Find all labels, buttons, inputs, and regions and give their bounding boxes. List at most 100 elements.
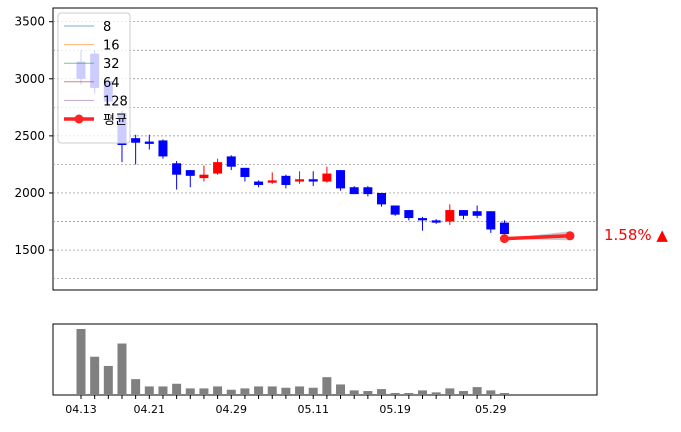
x-tick-label: 04.29 — [216, 403, 248, 416]
average-point-end — [565, 231, 575, 241]
candle-body — [445, 210, 455, 222]
legend-label: 128 — [103, 94, 128, 109]
volume-bar — [144, 386, 154, 395]
candle — [158, 139, 168, 159]
candle-body — [322, 173, 332, 182]
volume-panel: 04.13 04.21 04.29 05.11 05.19 05.29 — [52, 323, 598, 416]
volume-bar — [486, 390, 496, 395]
volume-bar — [431, 392, 441, 395]
candle-body — [213, 162, 223, 174]
volume-bar — [90, 356, 100, 395]
candle-body — [158, 140, 168, 157]
volume-bar — [254, 386, 264, 395]
volume-bar — [418, 390, 427, 395]
candle — [213, 158, 223, 175]
candle — [308, 171, 318, 187]
candle — [390, 205, 400, 216]
candle — [267, 172, 277, 184]
candle-body — [185, 170, 195, 176]
candle-body — [199, 174, 209, 179]
y-tick-label: 3000 — [14, 72, 45, 86]
x-tick-label: 04.21 — [134, 403, 166, 416]
candle — [144, 134, 154, 150]
legend-marker — [74, 114, 84, 124]
candle-body — [281, 175, 291, 185]
forecast-change-label: 1.58% ▲ — [604, 226, 668, 244]
candle — [377, 192, 387, 207]
volume-bar — [158, 386, 168, 395]
volume-bar — [131, 379, 141, 395]
volume-bar — [445, 388, 455, 395]
candle — [131, 134, 141, 165]
candle — [472, 205, 482, 219]
candle-body — [472, 211, 482, 216]
volume-bar — [281, 387, 291, 395]
volume-bar — [185, 388, 195, 395]
candle-body — [390, 205, 400, 215]
candle-body — [349, 187, 359, 195]
volume-bar — [390, 393, 400, 395]
volume-bar — [499, 393, 509, 395]
legend-label: 8 — [103, 20, 111, 35]
volume-bar — [240, 388, 250, 395]
candle — [322, 166, 332, 183]
candle — [240, 167, 250, 182]
average-point-start — [499, 234, 509, 244]
x-tick-label: 05.19 — [379, 403, 411, 416]
candle — [172, 160, 182, 190]
candle — [254, 180, 264, 188]
candle — [349, 186, 359, 195]
candle-body — [267, 180, 277, 183]
legend-box — [57, 12, 131, 144]
candle-body — [226, 156, 236, 167]
y-tick-label: 2500 — [14, 129, 45, 143]
candle-body — [308, 179, 318, 182]
candle — [295, 171, 305, 184]
candle — [226, 155, 236, 171]
candle-body — [240, 167, 250, 177]
candle-body — [418, 218, 427, 221]
candle-body — [144, 141, 154, 144]
candle — [445, 204, 455, 225]
price-plot-frame — [52, 7, 598, 291]
candle-body — [431, 220, 441, 223]
volume-bar — [117, 343, 127, 395]
legend-label: 16 — [103, 39, 120, 54]
volume-bar — [336, 384, 346, 395]
candle-body — [131, 138, 141, 143]
volume-bar — [458, 391, 468, 395]
y-tick-label: 3500 — [14, 15, 45, 29]
candle-body — [295, 179, 305, 182]
candle-body — [486, 211, 496, 230]
x-tick-label: 05.11 — [297, 403, 329, 416]
legend-label: 64 — [103, 76, 120, 91]
candle — [199, 165, 209, 182]
volume-bar — [377, 389, 387, 395]
candle-body — [458, 210, 468, 216]
volume-bar — [226, 389, 236, 395]
candle — [486, 211, 496, 233]
candle — [431, 219, 441, 224]
candle-body — [404, 210, 414, 219]
legend-label: 평균 — [103, 113, 127, 128]
average-line — [504, 234, 571, 241]
candle — [281, 174, 291, 189]
candle-body — [172, 163, 182, 175]
x-tick-label: 04.13 — [65, 403, 97, 416]
legend-label: 32 — [103, 57, 120, 72]
candle-body — [377, 192, 387, 205]
candle — [418, 216, 427, 231]
candle — [458, 210, 468, 220]
candle — [185, 170, 195, 188]
y-tick-label: 2000 — [14, 186, 45, 200]
candle — [336, 170, 346, 191]
candle-body — [363, 187, 373, 195]
x-tick-label: 05.29 — [475, 403, 507, 416]
volume-bar — [267, 386, 277, 395]
volume-bar — [363, 391, 373, 395]
chart-legend: 8 16 32 64 128 평균 — [57, 12, 131, 144]
volume-bar — [472, 387, 482, 395]
volume-bar — [76, 329, 86, 395]
volume-bar — [404, 393, 414, 395]
